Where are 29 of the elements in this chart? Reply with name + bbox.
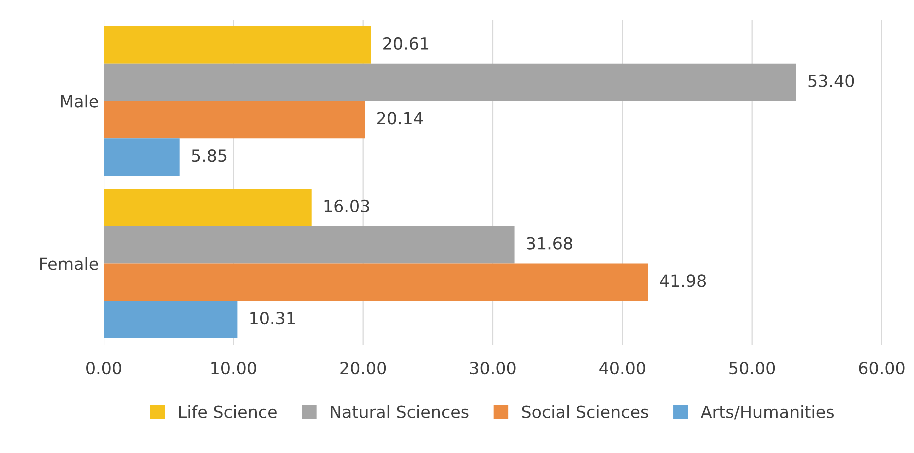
- bar: [104, 26, 372, 64]
- bar: [104, 226, 515, 264]
- data-label: 16.03: [324, 200, 370, 213]
- legend-label: Life Science: [179, 406, 277, 418]
- data-label: 41.98: [660, 274, 706, 288]
- bar: [104, 101, 366, 139]
- x-tick-label: 60.00: [859, 362, 905, 375]
- x-tick-label: 40.00: [600, 362, 646, 375]
- x-tick-label: 30.00: [470, 362, 516, 375]
- legend-label: Social Sciences: [522, 406, 648, 418]
- bar: [104, 189, 312, 226]
- y-tick-label: Male: [61, 94, 98, 108]
- x-tick-label: 0.00: [86, 362, 122, 375]
- bar: [104, 138, 180, 176]
- data-label: 20.14: [377, 112, 424, 125]
- legend-label: Natural Sciences: [331, 406, 469, 418]
- data-label: 10.31: [250, 312, 295, 325]
- data-label: 5.85: [192, 150, 227, 162]
- data-label: 53.40: [808, 74, 854, 88]
- x-tick-label: 20.00: [340, 362, 386, 375]
- legend-label: Arts/Humanities: [701, 406, 834, 420]
- x-tick-label: 10.00: [212, 362, 256, 375]
- bar: [104, 64, 796, 102]
- data-label: 31.68: [527, 237, 572, 250]
- bar: [104, 264, 648, 302]
- data-label: 20.61: [384, 37, 429, 50]
- x-tick-label: 50.00: [730, 362, 776, 375]
- y-tick-label: Female: [40, 257, 98, 270]
- bar: [104, 301, 238, 338]
